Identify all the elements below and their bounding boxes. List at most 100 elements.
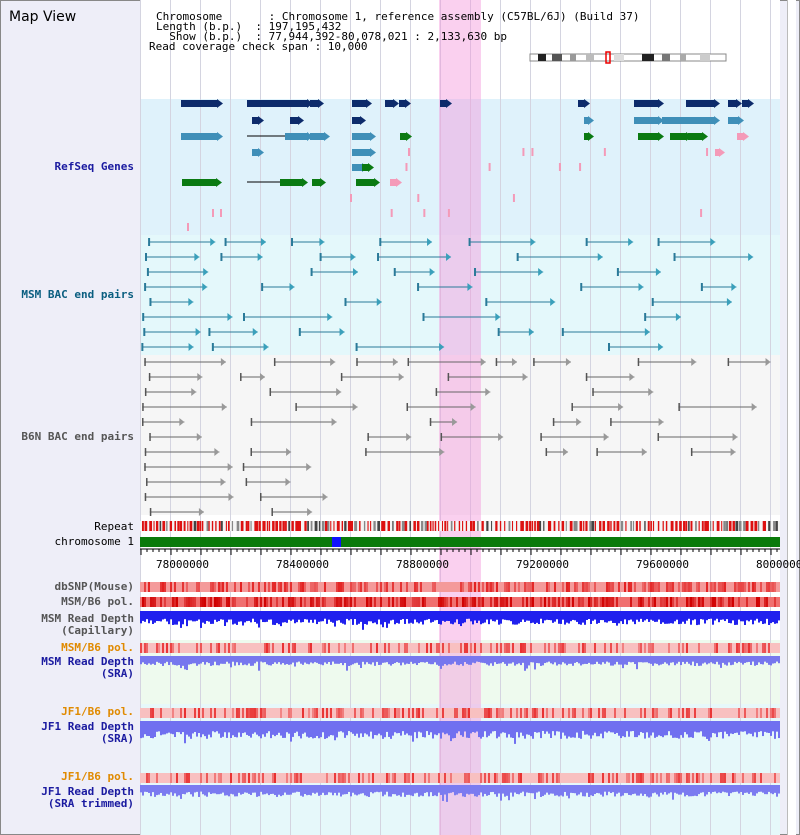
depth-bar [622, 611, 624, 624]
depth-bar [764, 785, 766, 795]
depth-bar [536, 785, 538, 793]
heat-cell [308, 643, 310, 653]
heat-cell [588, 773, 590, 783]
depth-bar [204, 721, 206, 737]
depth-bar [150, 785, 152, 797]
depth-bar [410, 785, 412, 796]
b6n-bac-end [250, 418, 253, 426]
depth-bar [458, 611, 460, 625]
depth-bar [582, 656, 584, 665]
depth-bar [206, 611, 208, 621]
depth-bar [538, 785, 540, 792]
depth-bar [416, 721, 418, 739]
depth-bar [328, 785, 330, 793]
heat-cell [158, 643, 160, 653]
msm-pol-sra-label: MSM/B6 pol. [61, 641, 134, 654]
depth-bar [378, 785, 380, 793]
repeat-mark [550, 521, 552, 531]
b6n-bac-end [678, 403, 680, 411]
heat-cell [468, 708, 470, 718]
depth-bar [524, 785, 526, 797]
heat-cell [186, 582, 188, 592]
repeat-mark [516, 521, 518, 531]
depth-bar [320, 611, 322, 622]
repeat-mark [470, 521, 473, 531]
depth-bar [508, 656, 510, 664]
depth-bar [332, 611, 334, 623]
depth-bar [672, 721, 674, 738]
depth-bar [654, 721, 656, 738]
depth-bar [156, 656, 158, 662]
repeat-mark [477, 521, 479, 531]
b6n-bac-end [214, 448, 220, 456]
depth-bar [344, 721, 346, 738]
depth-bar [654, 656, 656, 664]
repeat-mark [539, 521, 542, 531]
depth-bar [614, 656, 616, 665]
b6n-bac-end [144, 463, 146, 471]
heat-cell [342, 773, 344, 783]
msm-bac-end [379, 238, 382, 246]
depth-bar [482, 785, 484, 797]
depth-bar [408, 721, 410, 736]
depth-bar [640, 656, 642, 663]
msm-bac-end [188, 343, 194, 351]
depth-bar [190, 611, 192, 621]
msm-bac-end [327, 313, 333, 321]
depth-bar [324, 656, 326, 663]
depth-bar [356, 721, 358, 734]
depth-bar [772, 721, 774, 732]
heat-cell [170, 582, 172, 592]
depth-bar [514, 611, 516, 625]
depth-bar [704, 721, 706, 737]
gene-arrow [658, 116, 664, 125]
depth-bar [668, 785, 670, 794]
depth-bar [550, 785, 552, 794]
heat-cell [470, 643, 472, 653]
msm-bac-end [616, 268, 619, 276]
repeat-mark [373, 521, 376, 531]
repeat-mark [159, 521, 162, 531]
gene-arrow [258, 148, 264, 157]
depth-bar [366, 721, 368, 735]
heat-cell [288, 643, 290, 653]
heat-cell [766, 708, 768, 718]
depth-bar [668, 721, 670, 732]
depth-bar [356, 656, 358, 663]
heat-cell [264, 582, 266, 592]
heat-cell [302, 708, 304, 718]
depth-bar [500, 785, 502, 801]
depth-bar [690, 785, 692, 797]
repeat-mark [288, 521, 291, 531]
heat-cell [542, 773, 544, 783]
depth-bar [666, 785, 668, 795]
msm-bac-end [726, 298, 732, 306]
b6n-bac-end [144, 448, 147, 456]
depth-bar [564, 721, 566, 736]
repeat-mark [481, 521, 484, 531]
heat-cell [668, 643, 670, 653]
scroll-strip[interactable] [787, 0, 796, 835]
heat-cell [164, 582, 166, 592]
depth-bar [378, 656, 380, 665]
b6n-bac-end [641, 448, 647, 456]
heat-cell [482, 597, 484, 607]
depth-bar [658, 656, 660, 666]
repeat-mark [206, 521, 209, 531]
repeat-mark [675, 521, 678, 531]
depth-bar [492, 785, 494, 792]
depth-bar [394, 611, 396, 625]
selected-region-highlight[interactable] [439, 0, 481, 835]
depth-bar [644, 721, 646, 739]
depth-bar [658, 721, 660, 736]
depth-bar [432, 611, 434, 622]
depth-bar [454, 611, 456, 623]
heat-cell [140, 643, 142, 653]
depth-bar [560, 611, 562, 624]
gene-block [385, 100, 393, 107]
heat-cell [542, 708, 544, 718]
depth-bar [244, 656, 246, 665]
msm-bac-end [220, 253, 223, 261]
depth-bar [762, 785, 764, 793]
depth-bar [578, 611, 580, 625]
